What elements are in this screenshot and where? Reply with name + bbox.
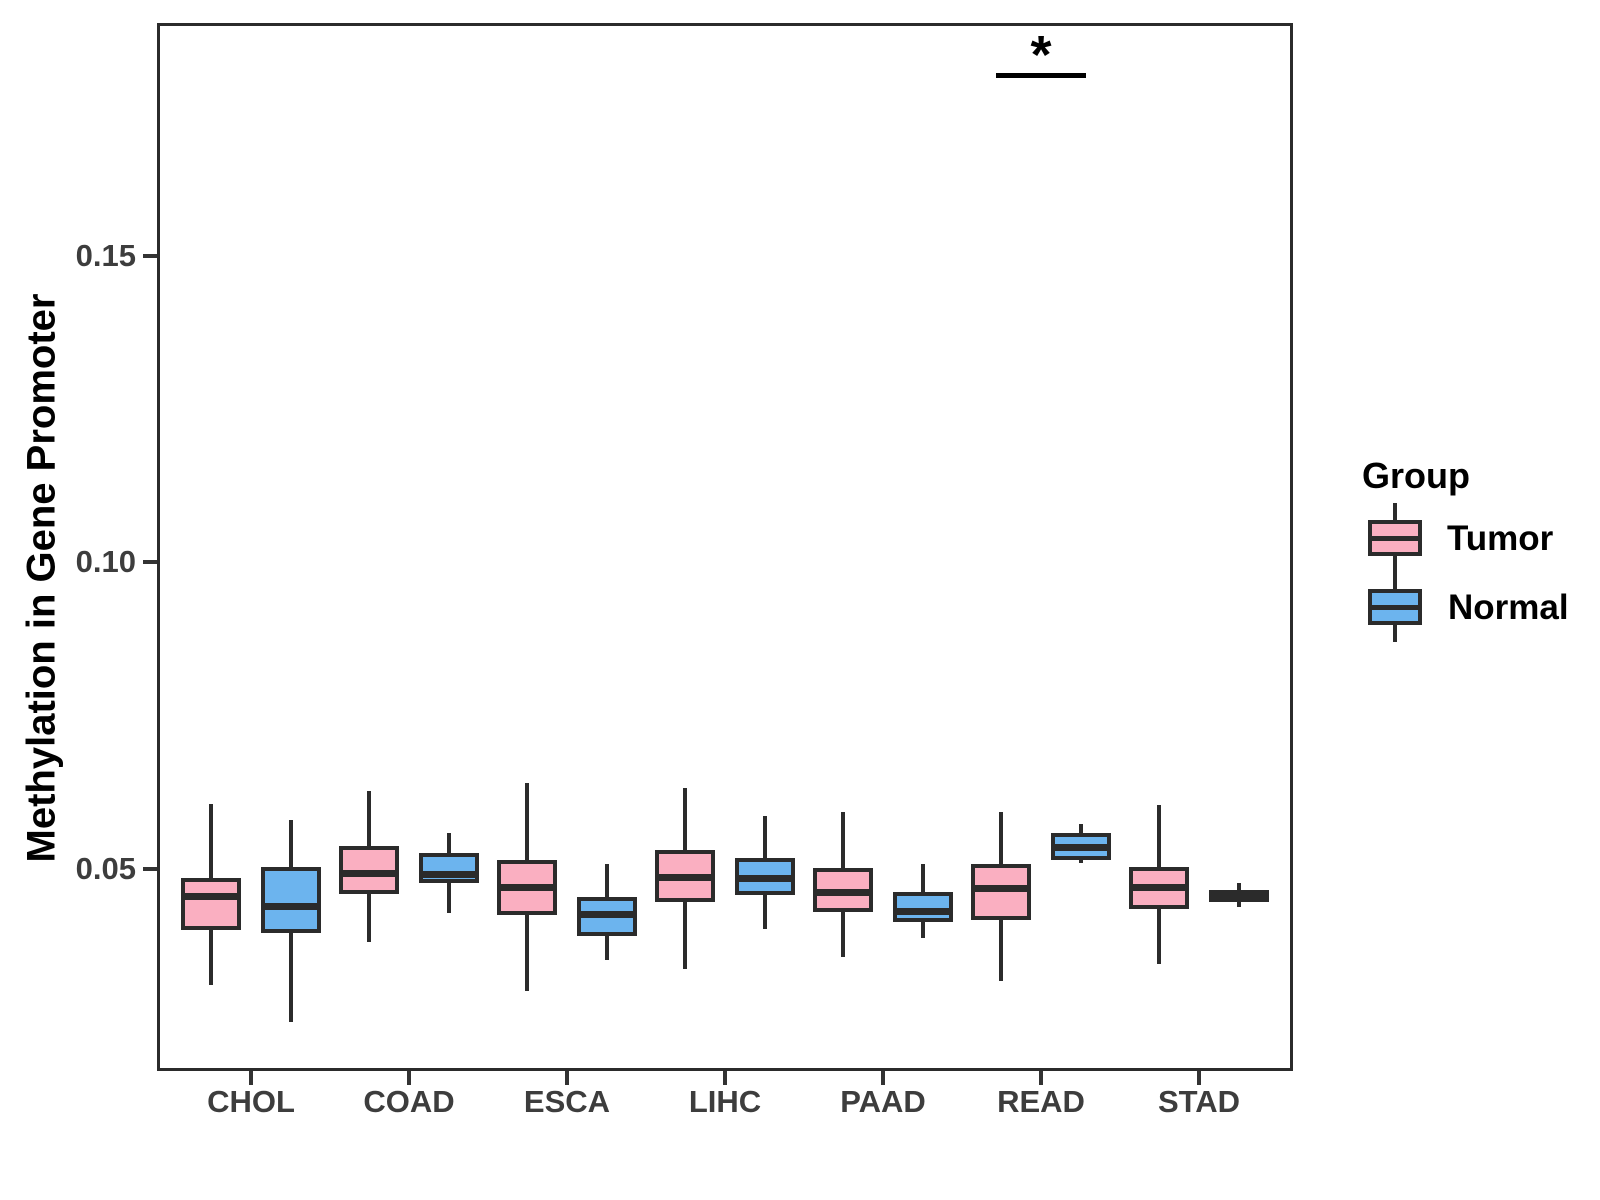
x-tick-label-lihc: LIHC [688,1084,762,1119]
x-tick-label-chol: CHOL [207,1084,295,1119]
box-chol-tumor [181,878,241,930]
x-tick-label-read: READ [997,1084,1085,1119]
x-tick-mark [407,1071,411,1085]
legend-label-tumor: Tumor [1447,519,1554,558]
median-lihc-normal [739,875,791,882]
x-tick-label-paad: PAAD [840,1084,926,1119]
y-tick-label: 0.10 [75,544,136,579]
median-read-normal [1055,844,1107,851]
legend-label-normal: Normal [1448,588,1569,627]
legend-key-median [1371,536,1419,541]
legend-key-median [1371,605,1419,610]
x-tick-mark [1197,1071,1201,1085]
legend-title: Group [1362,455,1470,496]
legend-key-normal [1368,572,1422,642]
median-coad-tumor [343,870,395,877]
median-stad-normal [1213,893,1265,900]
median-coad-normal [423,871,475,878]
x-tick-label-esca: ESCA [523,1084,611,1119]
y-tick-label: 0.05 [75,851,136,886]
median-stad-tumor [1133,884,1185,891]
y-tick-label: 0.15 [75,238,136,273]
y-tick-mark [143,867,157,871]
x-tick-label-stad: STAD [1157,1084,1241,1119]
x-tick-mark [249,1071,253,1085]
x-tick-mark [723,1071,727,1085]
x-tick-mark [881,1071,885,1085]
median-chol-normal [265,903,317,910]
y-tick-mark [143,560,157,564]
box-chol-normal [261,867,321,933]
median-read-tumor [975,885,1027,892]
significance-line [996,73,1086,78]
box-paad-normal [893,892,953,922]
median-esca-normal [581,911,633,918]
median-lihc-tumor [659,874,711,881]
median-paad-tumor [817,889,869,896]
plot-panel [157,23,1293,1071]
x-tick-label-coad: COAD [363,1084,455,1119]
median-paad-normal [897,908,949,915]
significance-star: * [1030,25,1052,85]
y-axis-title: Methylation in Gene Promoter [19,293,64,863]
median-chol-tumor [185,893,237,900]
y-tick-mark [143,254,157,258]
box-coad-normal [419,853,479,883]
legend-key-tumor [1368,503,1422,573]
x-tick-mark [565,1071,569,1085]
box-read-tumor [971,864,1031,920]
median-esca-tumor [501,884,553,891]
x-tick-mark [1039,1071,1043,1085]
